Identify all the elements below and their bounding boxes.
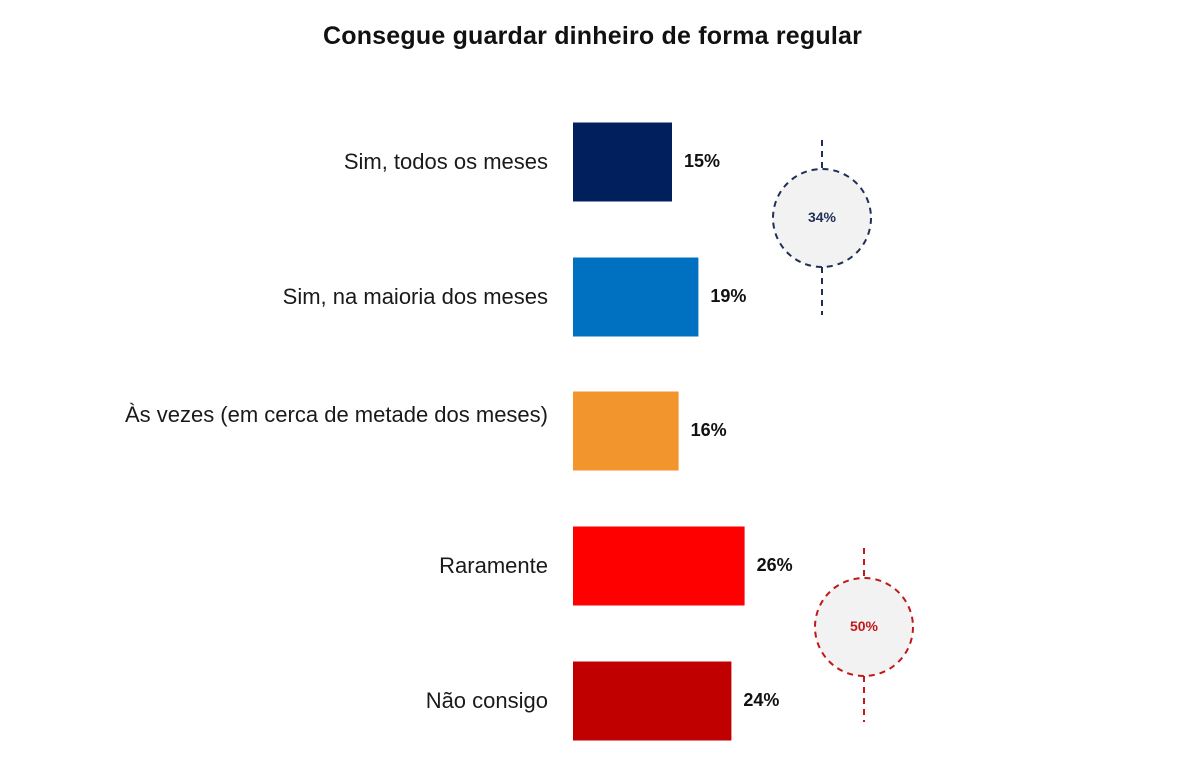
bar-3	[573, 391, 679, 471]
bar-4	[573, 526, 745, 606]
category-label-3: Às vezes (em cerca de metade dos meses)	[124, 402, 548, 427]
category-label-5: Não consigo	[425, 688, 548, 713]
group-bubble-2	[814, 577, 914, 677]
category-label-4: Raramente	[439, 553, 548, 578]
value-label-4: 26%	[756, 555, 793, 575]
group-total-label-1: 34%	[807, 209, 837, 225]
category-label-2: Sim, na maioria dos meses	[282, 284, 548, 309]
chart-title: Consegue guardar dinheiro de forma regul…	[322, 22, 863, 50]
bar-2	[573, 257, 699, 337]
value-label-2: 19%	[710, 286, 747, 306]
value-label-5: 24%	[743, 690, 780, 710]
bar-1	[573, 122, 672, 202]
group-bubble-1	[772, 168, 872, 268]
bar-5	[573, 661, 732, 741]
group-total-label-2: 50%	[849, 618, 879, 634]
value-label-1: 15%	[684, 151, 721, 171]
category-label-1: Sim, todos os meses	[343, 149, 548, 174]
value-label-3: 16%	[690, 420, 727, 440]
